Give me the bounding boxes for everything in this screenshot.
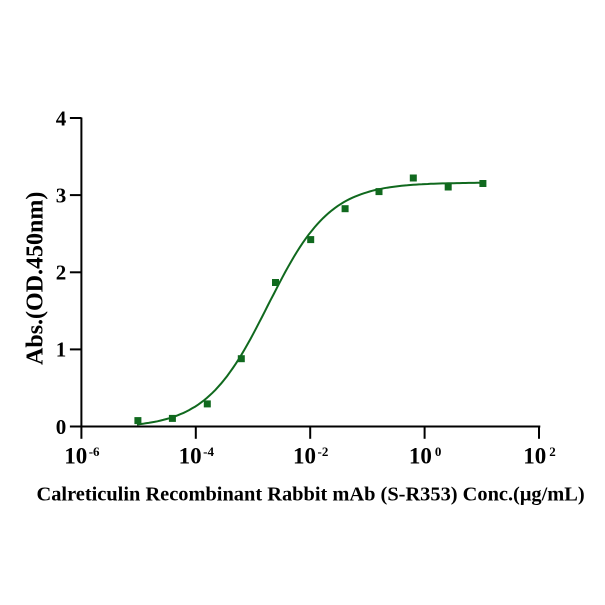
svg-text:Calreticulin Recombinant Rabbi: Calreticulin Recombinant Rabbit mAb (S-R… [37,484,585,506]
svg-text:3: 3 [56,183,67,207]
svg-text:Abs.(OD.450nm): Abs.(OD.450nm) [22,192,48,365]
svg-text:1: 1 [56,338,67,362]
svg-text:0: 0 [56,415,67,439]
svg-text:2: 2 [56,261,67,285]
svg-text:4: 4 [56,106,67,130]
